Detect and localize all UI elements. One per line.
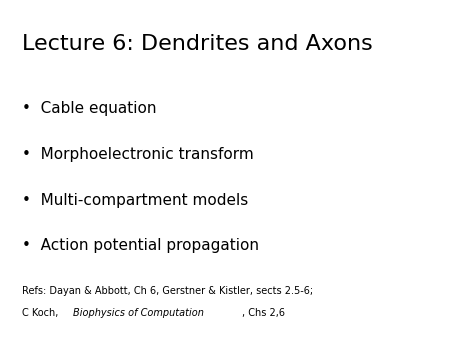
Text: •  Morphoelectronic transform: • Morphoelectronic transform [22,147,254,162]
Text: •  Multi-compartment models: • Multi-compartment models [22,193,249,208]
Text: Biophysics of Computation: Biophysics of Computation [73,308,204,318]
Text: Refs: Dayan & Abbott, Ch 6, Gerstner & Kistler, sects 2.5-6;: Refs: Dayan & Abbott, Ch 6, Gerstner & K… [22,286,314,296]
Text: Lecture 6: Dendrites and Axons: Lecture 6: Dendrites and Axons [22,34,373,54]
Text: •  Action potential propagation: • Action potential propagation [22,238,260,253]
Text: , Chs 2,6: , Chs 2,6 [243,308,285,318]
Text: C Koch,: C Koch, [22,308,62,318]
Text: •  Cable equation: • Cable equation [22,101,157,116]
